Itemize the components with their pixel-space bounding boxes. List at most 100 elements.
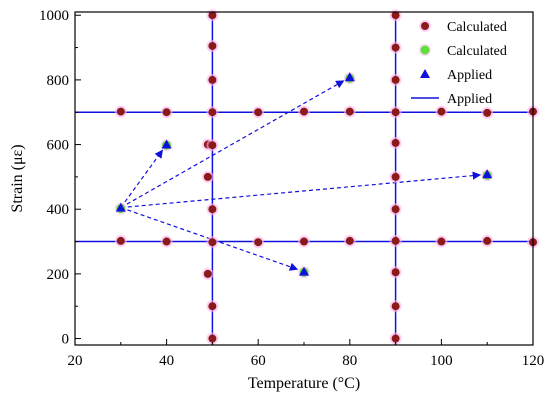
point-marker	[391, 302, 400, 311]
calculated-point	[389, 234, 402, 247]
calculated-point	[206, 39, 219, 52]
point-marker	[116, 236, 125, 245]
point-marker	[391, 138, 400, 147]
point-marker	[208, 238, 217, 247]
calculated-point	[206, 73, 219, 86]
legend-item: Applied	[420, 68, 492, 83]
point-marker	[391, 334, 400, 343]
legend-item: Applied	[411, 92, 492, 107]
point-marker	[391, 172, 400, 181]
calculated-point	[389, 300, 402, 313]
calculated-point	[389, 266, 402, 279]
calculated-point	[389, 106, 402, 119]
calculated-point	[389, 136, 402, 149]
point-marker	[208, 141, 217, 150]
calculated-point	[389, 9, 402, 22]
legend-marker	[421, 22, 429, 30]
point-marker	[300, 237, 308, 246]
point-marker	[208, 11, 217, 20]
calculated-point	[435, 105, 448, 118]
y-tick-label: 400	[47, 202, 70, 218]
point-marker	[391, 75, 400, 84]
legend-item: Calculated	[419, 20, 507, 35]
point-marker	[208, 75, 217, 84]
calculated-point	[389, 170, 402, 183]
calculated-point	[206, 236, 219, 249]
calculated-point	[206, 9, 219, 22]
applied-point	[115, 202, 126, 212]
dashed-arrow	[120, 171, 482, 209]
applied-point	[344, 72, 355, 82]
calculated-point	[206, 139, 219, 152]
point-marker	[437, 237, 446, 246]
point-marker	[391, 43, 400, 52]
legend-label: Applied	[447, 92, 492, 107]
dashed-arrow	[120, 80, 345, 209]
point-marker	[391, 11, 400, 20]
point-marker	[203, 172, 212, 181]
x-tick-label: 60	[251, 353, 266, 369]
calculated-point	[252, 236, 265, 249]
calculated-point	[435, 235, 448, 248]
point-marker	[391, 268, 400, 277]
legend-label: Calculated	[447, 44, 507, 59]
point-marker	[345, 107, 354, 116]
calculated-point	[389, 41, 402, 54]
y-tick-label: 200	[47, 267, 70, 283]
legend: Calculated Calculated Applied Applied	[411, 20, 507, 107]
calculated-point	[201, 170, 214, 183]
y-tick-label: 1000	[39, 8, 69, 24]
plot-area	[75, 9, 539, 345]
calculated-point	[389, 332, 402, 345]
dashed-arrow	[120, 149, 163, 208]
calculated-point	[298, 105, 310, 118]
calculated-point	[206, 300, 219, 313]
calculated-point	[206, 332, 219, 345]
point-marker	[391, 236, 400, 245]
point-marker	[162, 237, 171, 246]
calculated-point	[201, 267, 214, 280]
point-marker	[483, 108, 492, 117]
point-marker	[208, 302, 217, 311]
point-marker	[208, 41, 217, 50]
point-marker	[208, 205, 217, 214]
point-marker	[345, 236, 354, 245]
y-tick-label: 800	[47, 73, 70, 89]
x-axis-title: Temperature (°C)	[248, 375, 360, 392]
point-marker	[391, 205, 400, 214]
applied-point	[299, 266, 309, 276]
point-marker	[300, 107, 308, 116]
calculated-point	[298, 235, 310, 248]
legend-label: Applied	[447, 68, 492, 83]
y-tick-label: 600	[47, 138, 70, 154]
calculated-point	[481, 234, 494, 247]
point-marker	[391, 108, 400, 117]
applied-point	[161, 139, 172, 149]
legend-label: Calculated	[447, 20, 507, 35]
point-marker	[116, 107, 125, 116]
calculated-point	[160, 106, 173, 119]
calculated-point	[343, 105, 356, 118]
calculated-point	[114, 105, 127, 118]
legend-marker	[420, 69, 430, 78]
point-marker	[203, 269, 212, 278]
y-axis-title: Strain (με)	[9, 144, 26, 212]
calculated-point	[343, 234, 356, 247]
calculated-point	[206, 106, 219, 119]
calculated-point	[160, 235, 173, 248]
calculated-point	[389, 203, 402, 216]
calculated-point	[114, 234, 127, 247]
calculated-point	[389, 73, 402, 86]
calculated-point	[481, 106, 494, 119]
axes: 20 40 60 80 100 120 0 200 400 600 800 1000	[39, 8, 544, 369]
x-tick-label: 80	[342, 353, 357, 369]
x-tick-label: 40	[159, 353, 174, 369]
calculated-point	[252, 106, 265, 119]
legend-item: Calculated	[419, 44, 507, 59]
point-marker	[208, 334, 217, 343]
x-tick-label: 120	[522, 353, 545, 369]
point-marker	[254, 238, 263, 247]
legend-marker	[420, 45, 430, 55]
point-marker	[483, 236, 492, 245]
